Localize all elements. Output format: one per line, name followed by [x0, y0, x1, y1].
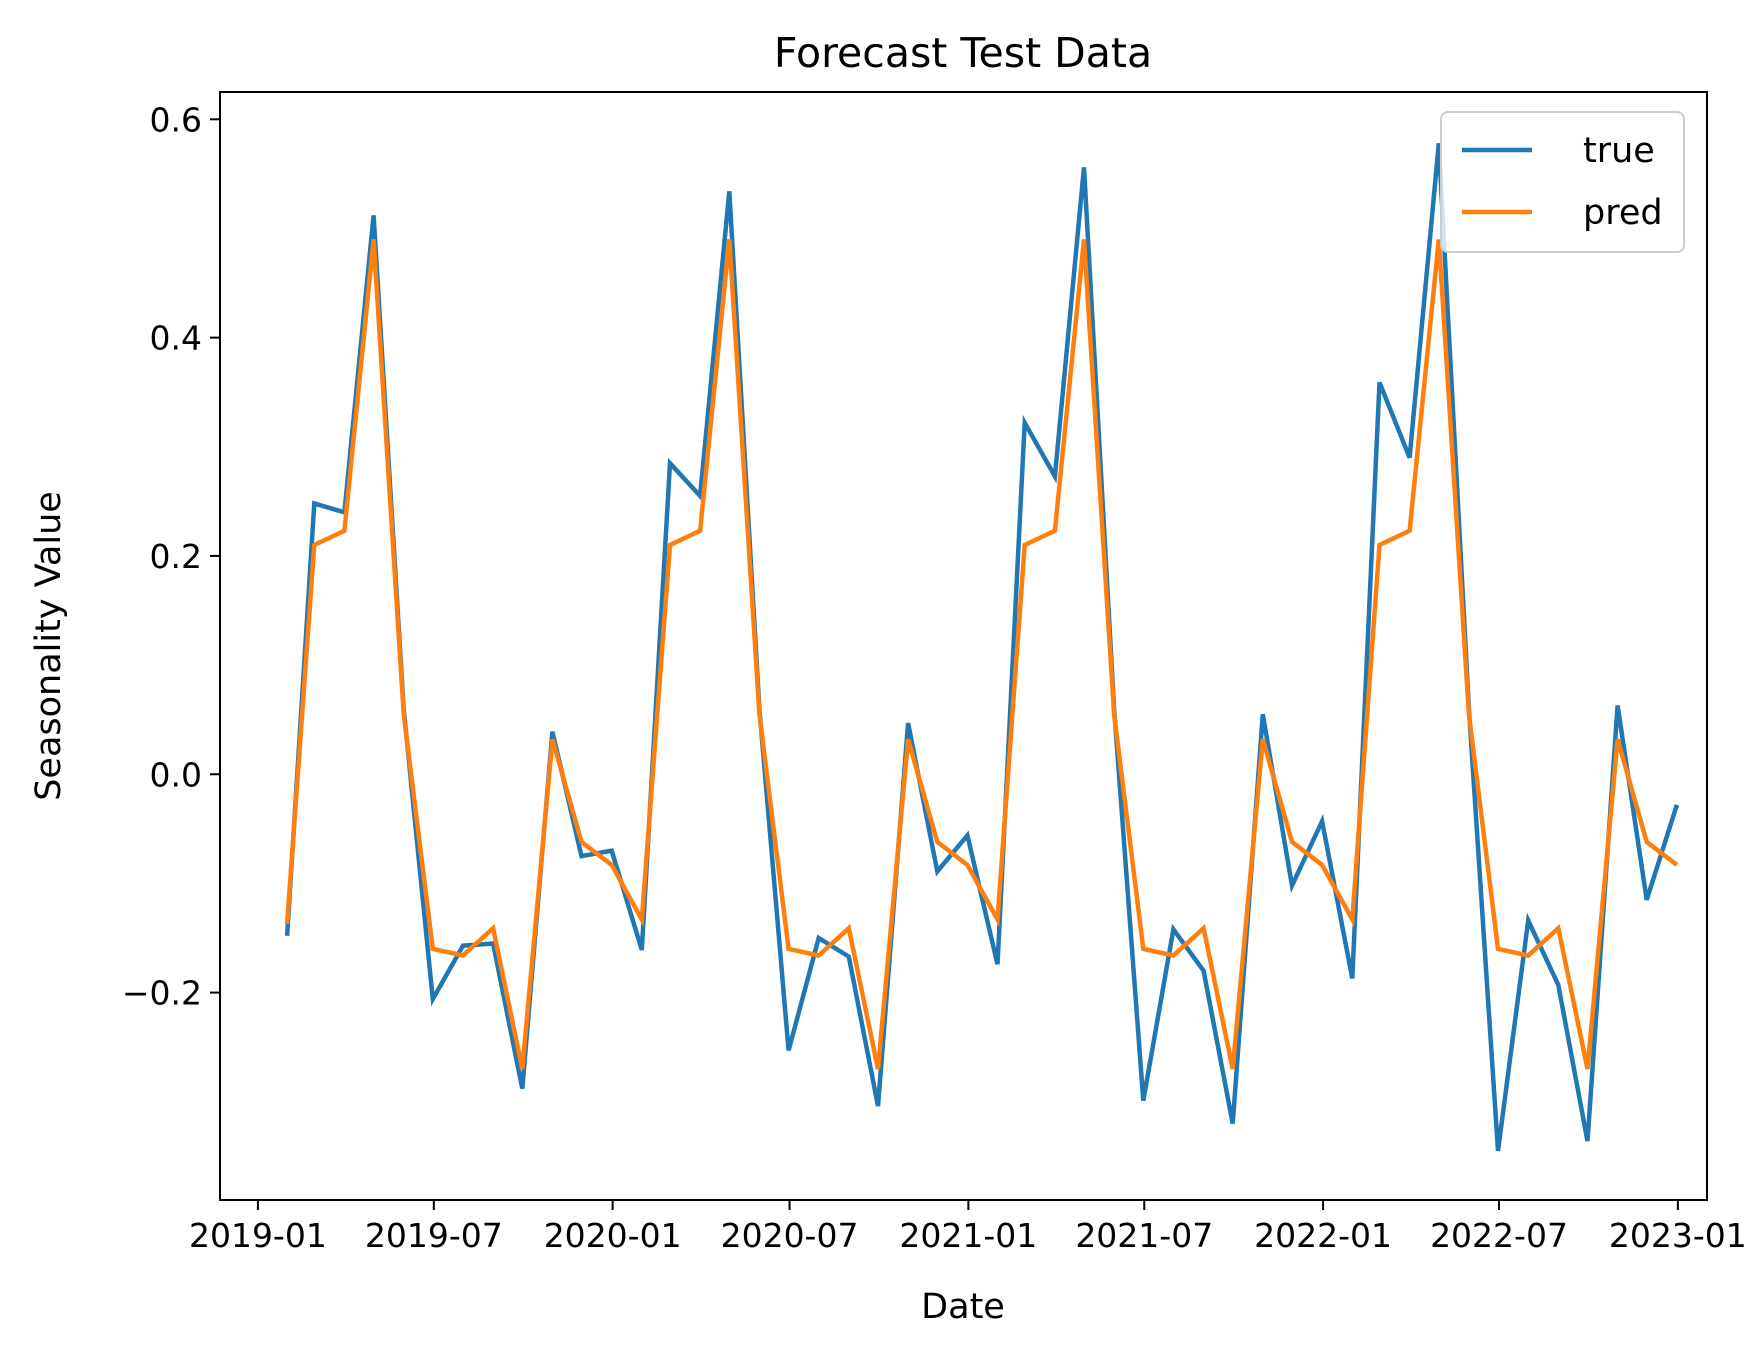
x-tick-label: 2021-01	[899, 1216, 1037, 1255]
chart-title: Forecast Test Data	[774, 29, 1152, 77]
x-axis: 2019-01 2019-07 2020-01 2020-07 2021-01 2021-…	[189, 1200, 1747, 1255]
legend-label-pred: pred	[1583, 193, 1663, 233]
y-axis: −0.2 0.0 0.2 0.4 0.6	[122, 100, 220, 1013]
x-tick-label: 2021-07	[1075, 1216, 1213, 1255]
legend-box	[1440, 111, 1685, 253]
x-tick-label: 2023-01	[1609, 1216, 1747, 1255]
y-tick-label: 0.4	[150, 319, 202, 358]
x-tick-label: 2022-07	[1430, 1216, 1568, 1255]
y-tick-label: 0.0	[150, 755, 202, 794]
x-tick-label: 2022-01	[1254, 1216, 1392, 1255]
y-tick-label: −0.2	[122, 974, 202, 1013]
y-axis-label: Seasonality Value	[29, 491, 69, 801]
legend: true pred	[1440, 111, 1685, 253]
x-tick-label: 2020-01	[544, 1216, 682, 1255]
legend-label-true: true	[1583, 131, 1655, 171]
plot-frame	[219, 91, 1708, 1201]
series-line-pred	[284, 239, 1679, 1070]
x-tick-label: 2019-07	[365, 1216, 503, 1255]
y-tick-label: 0.6	[150, 100, 202, 139]
y-tick-label: 0.2	[150, 537, 202, 576]
x-tick-label: 2020-07	[721, 1216, 859, 1255]
x-tick-label: 2019-01	[189, 1216, 327, 1255]
x-axis-label: Date	[921, 1287, 1005, 1327]
